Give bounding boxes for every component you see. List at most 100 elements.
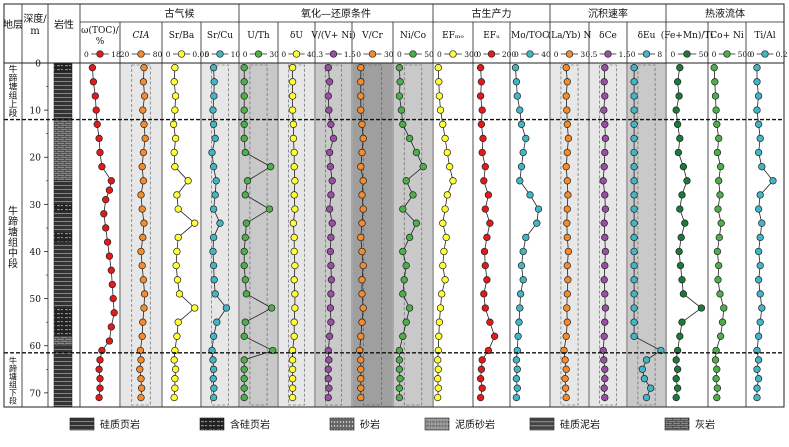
formation-label-char: 牛 — [9, 63, 18, 75]
panel-key-marker — [526, 50, 534, 58]
data-point — [561, 375, 569, 383]
panel-shade — [590, 63, 626, 407]
data-point — [358, 318, 366, 326]
data-point — [630, 191, 638, 199]
data-point — [171, 92, 180, 100]
data-point — [630, 247, 638, 256]
data-point — [107, 177, 115, 185]
data-point — [175, 290, 184, 298]
panel-tick-max: 200 — [502, 50, 517, 59]
data-point — [172, 261, 180, 270]
legend-swatch — [424, 417, 450, 431]
panel-key-marker — [683, 50, 691, 58]
data-point — [288, 106, 297, 114]
data-point — [601, 261, 609, 270]
data-point — [88, 64, 97, 72]
data-point — [288, 365, 297, 373]
data-point — [630, 148, 638, 157]
data-point — [327, 276, 336, 284]
data-point — [563, 233, 571, 242]
data-point — [514, 332, 522, 340]
formation-label-char: 牛 — [8, 204, 18, 217]
data-point — [110, 309, 118, 317]
panel-tick-min: 0 — [205, 50, 210, 59]
data-point — [673, 346, 682, 355]
panel-guide-box — [249, 64, 268, 406]
data-point — [98, 163, 106, 171]
data-point — [100, 210, 108, 218]
panel-tick-max: 8 — [657, 50, 662, 59]
data-point — [715, 233, 723, 242]
data-point — [240, 375, 248, 383]
data-point — [326, 247, 335, 256]
data-point — [356, 346, 364, 355]
formation-label-char: 组 — [9, 89, 18, 101]
depth-header: 深度/ — [23, 12, 47, 25]
data-point — [291, 261, 299, 270]
data-point — [754, 120, 763, 128]
data-point — [434, 375, 442, 383]
data-point — [402, 318, 410, 326]
data-point — [358, 290, 366, 298]
data-point — [288, 78, 297, 86]
panel-tick-max: 1.5 — [344, 50, 356, 59]
panel-label: δCe — [599, 31, 617, 41]
panel-label: Sr/Cu — [207, 31, 233, 41]
data-point — [434, 365, 442, 373]
data-point — [477, 120, 486, 128]
data-point — [486, 219, 494, 227]
data-point — [435, 318, 444, 326]
data-point — [174, 233, 182, 242]
formation-header: 地层 — [3, 18, 23, 31]
data-point — [102, 196, 110, 204]
legend-label: 硅质页岩 — [100, 418, 140, 431]
data-point — [357, 233, 365, 242]
data-point — [638, 365, 647, 373]
data-point — [395, 365, 404, 373]
legend-label: 硅质泥岩 — [560, 418, 600, 431]
data-point — [359, 177, 367, 185]
data-point — [358, 276, 366, 284]
data-point — [630, 261, 638, 270]
legend-label: 泥质砂岩 — [455, 418, 495, 431]
lithology-layer — [53, 180, 73, 205]
panel-tick-min: 0 — [356, 50, 361, 59]
panel-label: EFᵤ — [483, 31, 500, 41]
data-point — [440, 247, 448, 256]
data-point — [359, 261, 367, 270]
data-point — [170, 356, 178, 364]
data-point — [173, 247, 181, 256]
panel-tick-min: 0 — [712, 50, 717, 59]
data-point — [630, 304, 638, 312]
legend-label: 砂岩 — [360, 418, 380, 431]
data-point — [601, 191, 609, 199]
data-point — [720, 304, 728, 312]
data-point — [513, 365, 521, 373]
data-point — [718, 318, 727, 326]
data-point — [562, 332, 570, 340]
data-point — [713, 247, 722, 256]
data-point — [357, 163, 365, 171]
data-point — [434, 346, 442, 355]
data-point — [95, 393, 103, 402]
data-point — [600, 106, 608, 114]
data-point — [241, 318, 249, 326]
data-point — [211, 290, 219, 298]
data-point — [672, 106, 680, 114]
data-point — [357, 332, 365, 340]
data-point — [716, 191, 724, 199]
data-point — [562, 64, 570, 72]
panel-key-marker — [368, 50, 377, 58]
data-point — [712, 106, 720, 114]
data-point — [96, 148, 104, 157]
data-point — [358, 120, 366, 128]
data-point — [563, 205, 571, 213]
data-point — [325, 148, 334, 157]
legend-swatch — [329, 417, 355, 431]
data-point — [601, 393, 609, 402]
panel-tick-max: 10 — [231, 50, 241, 59]
depth-tick-label: 40 — [30, 248, 42, 258]
data-point — [563, 106, 571, 114]
data-point — [561, 384, 570, 392]
data-point — [209, 106, 217, 114]
